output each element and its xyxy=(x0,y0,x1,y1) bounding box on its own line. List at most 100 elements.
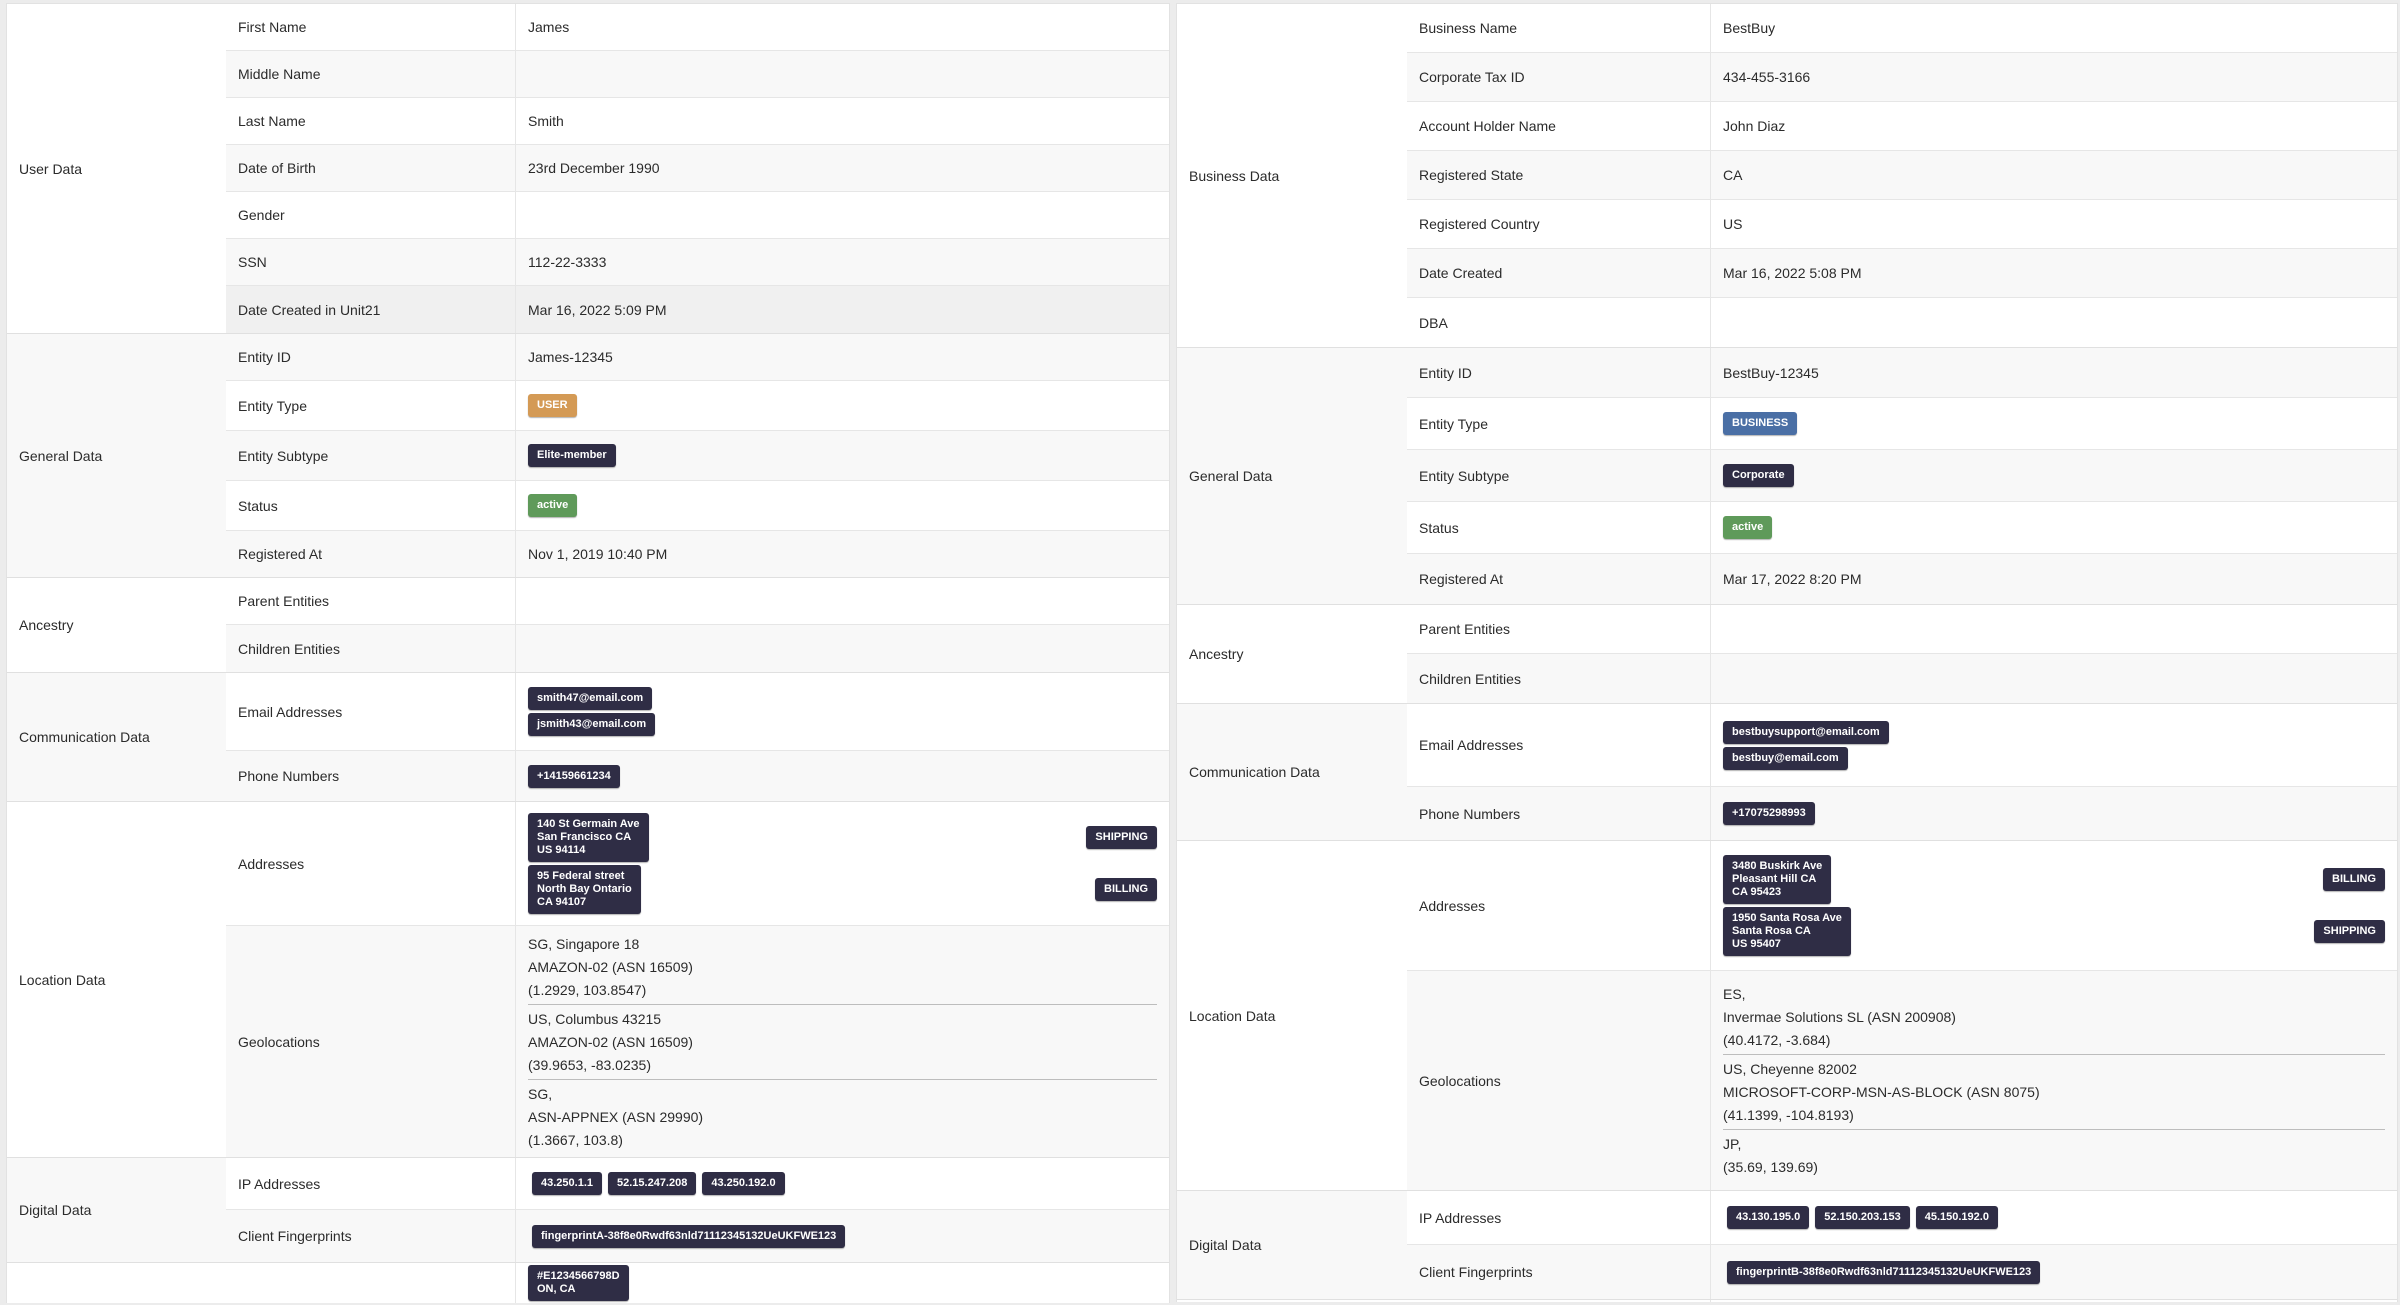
field-value: CA xyxy=(1711,151,2397,199)
row-gender: Gender xyxy=(226,192,1169,239)
field-label: Email Addresses xyxy=(226,673,516,750)
value-chip[interactable]: jsmith43@email.com xyxy=(528,713,656,736)
section-user-data: User Data First Name James Middle Name Last … xyxy=(7,4,1169,334)
address-list: 3480 Buskirk Ave Pleasant Hill CA CA 954… xyxy=(1723,855,2385,956)
row-entity-subtype: Entity Subtype Corporate xyxy=(1407,450,2397,502)
value-chip[interactable]: +17075298993 xyxy=(1723,802,1815,825)
field-value: BestBuy-12345 xyxy=(1711,348,2397,397)
geolocation-line: SG, Singapore 18 xyxy=(528,935,640,952)
value-chip[interactable]: 52.150.203.153 xyxy=(1815,1206,1910,1229)
shipping-tag: SHIPPING xyxy=(1086,826,1157,849)
field-value: US xyxy=(1711,200,2397,248)
value-chip[interactable]: fingerprintA-38f8e0Rwdf63nld71112345132U… xyxy=(532,1224,846,1248)
field-value: ES, Invermae Solutions SL (ASN 200908) (40… xyxy=(1711,971,2397,1190)
address-badge[interactable]: 3480 Buskirk Ave Pleasant Hill CA CA 954… xyxy=(1723,855,1832,904)
row-registered-at: Registered At Mar 17, 2022 8:20 PM xyxy=(1407,554,2397,604)
value-chip[interactable]: smith47@email.com xyxy=(528,687,653,710)
field-label: Gender xyxy=(226,192,516,238)
address-badge[interactable]: 1950 Santa Rosa Ave Santa Rosa CA US 954… xyxy=(1723,907,1851,956)
row-parent-entities: Parent Entities xyxy=(226,578,1169,625)
rows: Business Name BestBuy Corporate Tax ID 434-… xyxy=(1407,4,2397,347)
entity-type-badge: BUSINESS xyxy=(1723,412,1798,435)
geolocation-line: (40.4172, -3.684) xyxy=(1723,1032,1831,1048)
field-label: Email Addresses xyxy=(1407,704,1711,786)
field-value: 3480 Buskirk Ave Pleasant Hill CA CA 954… xyxy=(1711,841,2397,970)
row-registered-country: Registered Country US xyxy=(1407,200,2397,249)
rows: Parent Entities Children Entities xyxy=(226,578,1169,672)
value-text: John Diaz xyxy=(1723,118,1786,134)
geolocation-line: AMAZON-02 (ASN 16509) xyxy=(528,958,693,975)
entity-subtype-badge: Corporate xyxy=(1723,464,1794,487)
row-business-name: Business Name BestBuy xyxy=(1407,4,2397,53)
address-item: 1950 Santa Rosa Ave Santa Rosa CA US 954… xyxy=(1723,907,2385,956)
rows: #E1234566798D ON, CA xyxy=(226,1263,1169,1303)
row-last-name: Last Name Smith xyxy=(226,98,1169,145)
field-value: Nov 1, 2019 10:40 PM xyxy=(516,531,1169,577)
value-text: James-12345 xyxy=(528,349,613,365)
field-label: Children Entities xyxy=(1407,654,1711,703)
group-label: User Data xyxy=(19,160,83,177)
row-entity-id: Entity ID BestBuy-12345 xyxy=(1407,348,2397,398)
value-chip[interactable]: 43.250.1.1 xyxy=(532,1172,602,1195)
section-location-data: Location Data Addresses 3480 Buskirk Ave P… xyxy=(1177,841,2397,1191)
value-text: US xyxy=(1723,216,1743,232)
badge-list: bestbuysupport@email.com bestbuy@email.co… xyxy=(1723,720,1889,770)
section-communication-data: Communication Data Email Addresses bestbuy… xyxy=(1177,704,2397,841)
group-label: Location Data xyxy=(1189,1007,1276,1024)
status-badge: active xyxy=(1723,516,1773,539)
field-value: James xyxy=(516,4,1169,50)
field-label: Geolocations xyxy=(1407,971,1711,1190)
field-label: Entity Type xyxy=(226,381,516,430)
value-chip[interactable]: +14159661234 xyxy=(528,764,620,788)
badge-list: +14159661234 xyxy=(528,764,620,788)
row-phone-numbers: Phone Numbers +14159661234 xyxy=(226,751,1169,801)
geolocation-line: ASN-APPNEX (ASN 29990) xyxy=(528,1108,704,1125)
field-value: John Diaz xyxy=(1711,102,2397,150)
status-badge: active xyxy=(528,494,578,517)
field-label: Status xyxy=(226,481,516,530)
rows xyxy=(1407,1300,2397,1302)
field-label: Registered Country xyxy=(1407,200,1711,248)
value-chip[interactable]: 45.150.192.0 xyxy=(1915,1206,1998,1229)
group-label: Ancestry xyxy=(19,617,74,633)
field-label: Registered At xyxy=(1407,554,1711,604)
section-communication-data: Communication Data Email Addresses smith47… xyxy=(7,673,1169,802)
row-children-entities: Children Entities xyxy=(226,625,1169,672)
address-badge[interactable]: 140 St Germain Ave San Francisco CA US 9… xyxy=(528,813,649,862)
field-label: Date Created xyxy=(1407,249,1711,297)
row-status: Status active xyxy=(226,481,1169,531)
section-general-data: General Data Entity ID James-12345 Entity T… xyxy=(7,334,1169,578)
group-label xyxy=(7,1263,226,1303)
value-text: Nov 1, 2019 10:40 PM xyxy=(528,546,668,562)
geolocation-line: (41.1399, -104.8193) xyxy=(1723,1107,1854,1123)
group-label: Business Data xyxy=(1189,167,1280,184)
row-client-fingerprints: Client Fingerprints fingerprintA-38f8e0Rw… xyxy=(226,1210,1169,1262)
geolocation-line: Invermae Solutions SL (ASN 200908) xyxy=(1723,1009,1956,1025)
value-chip[interactable]: 43.250.192.0 xyxy=(702,1172,785,1195)
field-label: Client Fingerprints xyxy=(226,1210,516,1262)
field-label: Status xyxy=(1407,502,1711,553)
row-date-created-in-unit21: Date Created in Unit21 Mar 16, 2022 5:09 … xyxy=(226,286,1169,333)
address-badge[interactable]: 95 Federal street North Bay Ontario CA 9… xyxy=(528,865,641,914)
value-chip[interactable]: fingerprintB-38f8e0Rwdf63nld71112345132U… xyxy=(1727,1260,2041,1284)
value-chip[interactable]: 52.15.247.208 xyxy=(608,1172,697,1195)
row-registered-at: Registered At Nov 1, 2019 10:40 PM xyxy=(226,531,1169,577)
field-label: Corporate Tax ID xyxy=(1407,53,1711,101)
billing-tag: BILLING xyxy=(1095,878,1157,901)
value-chip[interactable]: 43.130.195.0 xyxy=(1727,1206,1810,1229)
section-ancestry: Ancestry Parent Entities Children Entities xyxy=(7,578,1169,673)
field-value: 23rd December 1990 xyxy=(516,145,1169,191)
value-chip[interactable]: #E1234566798D ON, CA xyxy=(528,1265,629,1301)
row-parent-entities: Parent Entities xyxy=(1407,605,2397,654)
field-value xyxy=(516,51,1169,97)
value-chip[interactable]: bestbuy@email.com xyxy=(1723,746,1848,770)
value-text: Mar 17, 2022 8:20 PM xyxy=(1723,571,1862,587)
field-label: Business Name xyxy=(1407,4,1711,52)
row-corporate-tax-id: Corporate Tax ID 434-455-3166 xyxy=(1407,53,2397,102)
value-chip[interactable]: bestbuysupport@email.com xyxy=(1723,720,1889,744)
value-text: 112-22-3333 xyxy=(528,254,607,270)
geolocation-item: ES, Invermae Solutions SL (ASN 200908) (40… xyxy=(1723,980,2385,1055)
billing-tag: BILLING xyxy=(2323,868,2385,891)
geolocation-item: JP, (35.69, 139.69) xyxy=(1723,1130,2385,1181)
row-geolocations: Geolocations SG, Singapore 18 AMAZON-02 (A… xyxy=(226,926,1169,1157)
